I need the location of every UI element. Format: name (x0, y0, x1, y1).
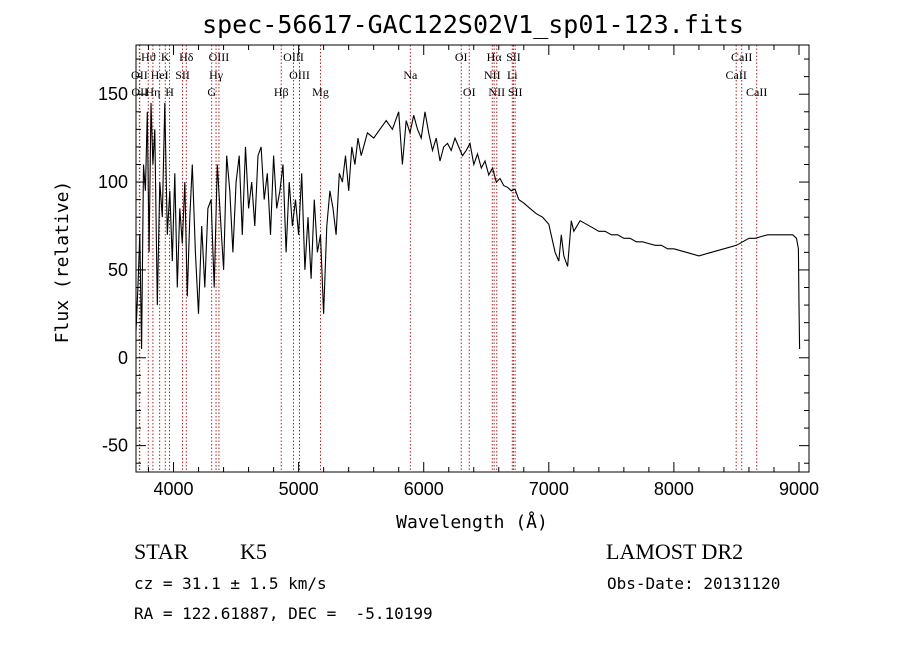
x-axis-label: Wavelength (Å) (396, 511, 548, 533)
plot-frame (135, 44, 810, 473)
spectral-line-label: CaII (731, 50, 752, 64)
spectral-line-label: Li (507, 68, 518, 82)
y-tick-label: 0 (118, 348, 128, 368)
redshift-velocity: cz = 31.1 ± 1.5 km/s (134, 574, 327, 593)
x-tick-label: 7000 (529, 479, 569, 499)
x-tick-label: 4000 (154, 479, 194, 499)
spectral-line-label: OI (455, 50, 468, 64)
spectral-line-label: SII (506, 50, 521, 64)
spectral-line-label: CaII (726, 68, 747, 82)
coordinates: RA = 122.61887, DEC = -5.10199 (134, 604, 433, 623)
spectral-line-label: Mg (312, 85, 329, 99)
object-class: STAR (134, 539, 189, 564)
chart-title: spec-56617-GAC122S02V1_sp01-123.fits (202, 10, 744, 39)
y-tick-label: 100 (98, 172, 128, 192)
spectral-line-label: OII (131, 68, 148, 82)
spectral-line-label: Hβ (274, 85, 289, 99)
spectral-line-label: OIII (289, 68, 310, 82)
spectral-line-label: NII (488, 85, 505, 99)
y-axis-label: Flux (relative) (52, 181, 73, 344)
survey-name: LAMOST DR2 (606, 539, 743, 564)
spectral-line-label: Hϑ (141, 50, 156, 64)
x-tick-label: 5000 (279, 479, 319, 499)
spectral-line-label: SII (508, 85, 523, 99)
axis-ticks-layer: 4000 5000 6000 7000 8000 9000 -50 0 50 100 150 (98, 45, 819, 499)
spectral-line-label: OIII (283, 50, 304, 64)
x-tick-label: 8000 (654, 479, 694, 499)
spectral-line-label: SII (175, 68, 190, 82)
spectral-line-label: Hγ (209, 68, 224, 82)
spectral-line-label: Hα (487, 50, 503, 64)
spectral-line-label: Hη (145, 85, 160, 99)
y-tick-label: 50 (108, 260, 128, 280)
spectral-line-label: G (207, 85, 216, 99)
x-tick-label: 9000 (779, 479, 819, 499)
spectral-line-label: CaII (746, 85, 767, 99)
object-subclass: K5 (240, 539, 267, 564)
spectral-line-label: OIII (209, 50, 230, 64)
y-tick-label: -50 (102, 436, 128, 456)
y-tick-label: 150 (98, 84, 128, 104)
spectrum-series-line (135, 102, 801, 350)
observation-date: Obs-Date: 20131120 (607, 574, 780, 593)
spectral-line-label: HeI (151, 68, 169, 82)
spectral-line-label: OI (463, 85, 476, 99)
spectral-line-label: Na (403, 68, 418, 82)
spectral-line-label: Hδ (179, 50, 194, 64)
spectral-line-label: K (161, 50, 170, 64)
spectral-line-label: H (165, 85, 174, 99)
spectral-line-label: NII (484, 68, 501, 82)
x-tick-label: 6000 (404, 479, 444, 499)
